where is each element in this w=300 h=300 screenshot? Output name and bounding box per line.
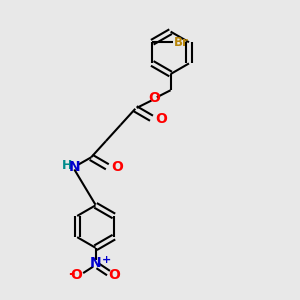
Text: -: - [68,266,75,280]
Text: O: O [111,160,123,174]
Text: O: O [71,268,82,282]
Text: O: O [108,268,120,282]
Text: O: O [155,112,167,126]
Text: H: H [62,159,72,172]
Text: N: N [90,256,101,270]
Text: Br: Br [174,36,189,49]
Text: O: O [148,92,160,106]
Text: +: + [102,254,111,265]
Text: N: N [68,160,80,174]
